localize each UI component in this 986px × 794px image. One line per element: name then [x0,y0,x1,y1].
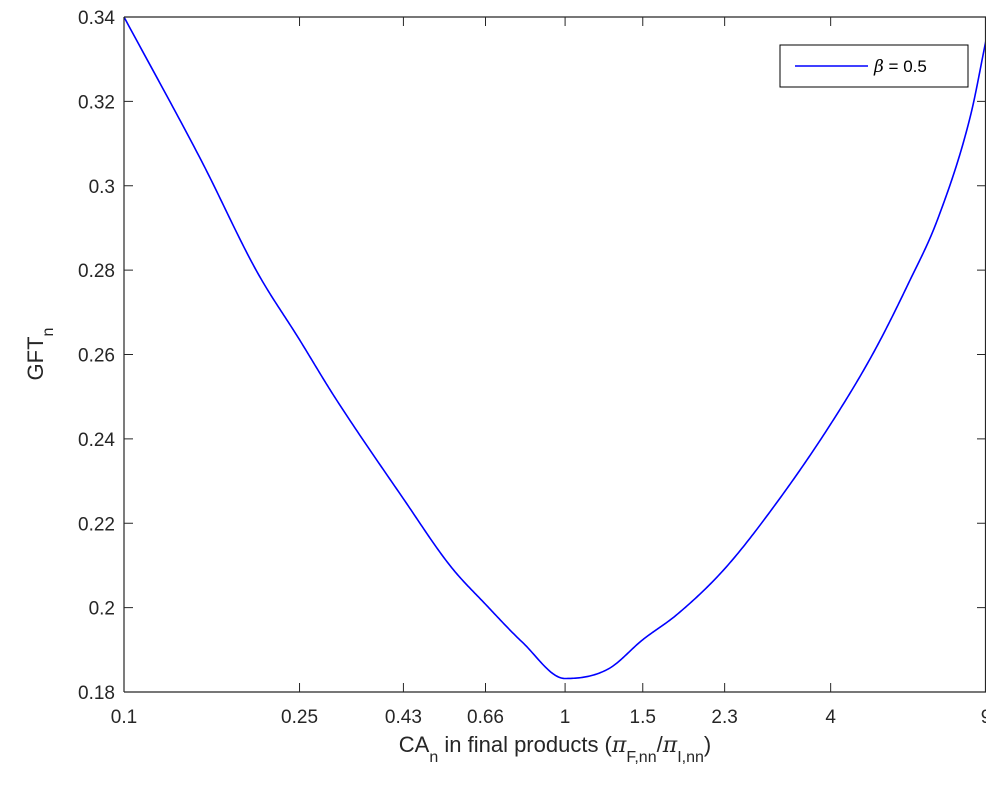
x-axis-label-rest: in final products ( [438,732,612,757]
y-axis-label-sub: n [40,328,57,337]
legend-symbol: β [873,57,884,77]
plot-background [124,17,986,692]
y-tick-label-6: 0.3 [89,177,115,198]
x-axis-label-main-sub: n [429,749,438,766]
y-tick-label-5: 0.28 [78,261,115,282]
y-axis-label-main: GFT [23,336,48,380]
x-axis-label-sub1: F,nn [626,749,656,766]
x-tick-label-6: 2.3 [711,707,737,728]
x-tick-label-3: 0.66 [467,707,504,728]
series-layer [123,16,986,680]
x-tick-label-7: 4 [825,707,836,728]
x-axis-label-sym2: π [662,733,678,758]
x-tick-label-5: 1.5 [630,707,656,728]
legend: β = 0.5 [779,44,969,88]
x-tick-label-0: 0.1 [111,707,137,728]
series-line-0 [123,16,986,680]
ticks-layer: 0.1 0.25 0.43 0.66 1 1.5 2.3 4 9 0.18 0.2 0.22 0.24 0… [78,8,986,728]
x-tick-label-1: 0.25 [281,707,318,728]
x-tick-label-8: 9 [981,707,986,728]
y-tick-label-7: 0.32 [78,92,115,113]
y-tick-label-0: 0.18 [78,683,115,704]
legend-label: β = 0.5 [873,57,927,77]
x-axis-label-main: CA [399,732,430,757]
x-axis-label-sub2: I,nn [677,749,704,766]
y-tick-label-1: 0.2 [89,599,115,620]
legend-value: = 0.5 [884,57,927,76]
y-tick-label-4: 0.26 [78,346,115,367]
y-tick-label-2: 0.22 [78,514,115,535]
y-axis-label: GFTn [23,328,57,381]
x-axis-label-close: ) [704,732,711,757]
x-tick-label-2: 0.43 [385,707,422,728]
x-axis-label: CAn in final products (πF,nn/πI,nn) [399,732,711,766]
x-axis-label-sym1: π [611,733,627,758]
y-tick-label-8: 0.34 [78,8,115,29]
x-axis-label-slash: / [657,732,664,757]
y-tick-label-3: 0.24 [78,430,115,451]
x-tick-label-4: 1 [560,707,571,728]
